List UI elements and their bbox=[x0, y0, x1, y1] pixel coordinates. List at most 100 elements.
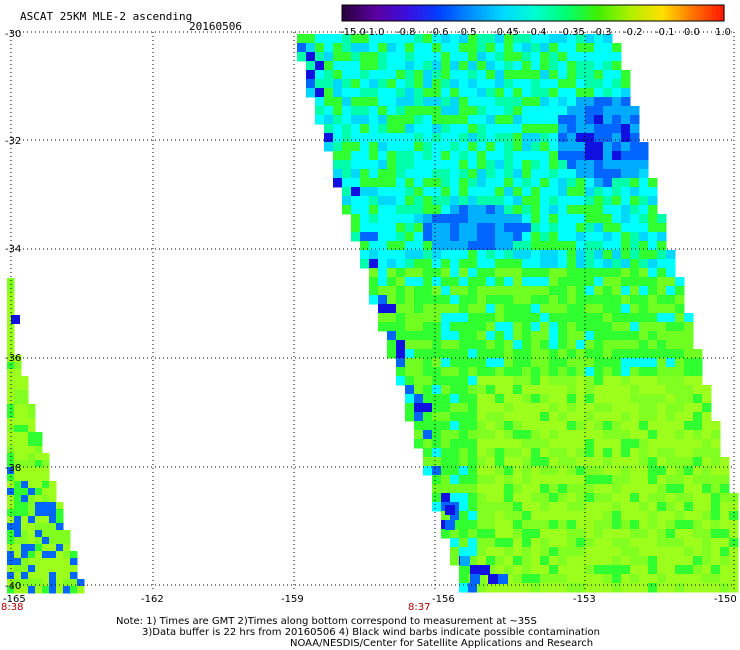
swath-pixel bbox=[558, 124, 568, 134]
swath-pixel bbox=[504, 88, 514, 98]
swath-pixel bbox=[504, 205, 514, 215]
swath-pixel bbox=[477, 70, 487, 80]
swath-pixel bbox=[576, 394, 586, 404]
swath-pixel bbox=[603, 448, 613, 458]
swath-pixel bbox=[639, 475, 649, 485]
swath-pixel bbox=[594, 304, 604, 314]
swath-pixel bbox=[504, 268, 514, 278]
swath-pixel bbox=[540, 241, 550, 251]
swath-pixel bbox=[639, 565, 649, 575]
swath-pixel bbox=[585, 421, 595, 431]
swath-pixel bbox=[7, 572, 15, 580]
swath-pixel bbox=[585, 250, 595, 260]
swath-pixel bbox=[28, 453, 36, 461]
swath-pixel bbox=[576, 106, 586, 116]
swath-pixel bbox=[513, 475, 523, 485]
swath-pixel bbox=[405, 304, 415, 314]
swath-pixel bbox=[522, 412, 532, 422]
swath-pixel bbox=[486, 151, 496, 161]
swath-pixel bbox=[684, 322, 694, 332]
swath-pixel bbox=[477, 88, 487, 98]
swath-pixel bbox=[684, 466, 694, 476]
swath-pixel bbox=[42, 572, 50, 580]
swath-pixel bbox=[675, 421, 685, 431]
swath-pixel bbox=[459, 52, 469, 62]
lon-label: -156 bbox=[432, 594, 455, 605]
swath-pixel bbox=[486, 448, 496, 458]
swath-pixel bbox=[441, 205, 451, 215]
swath-pixel bbox=[666, 304, 676, 314]
swath-pixel bbox=[14, 544, 22, 552]
swath-pixel bbox=[675, 565, 685, 575]
swath-pixel bbox=[621, 223, 631, 233]
swath-pixel bbox=[549, 547, 559, 557]
swath-pixel bbox=[423, 142, 433, 152]
swath-pixel bbox=[414, 124, 424, 134]
swath-pixel bbox=[513, 52, 523, 62]
swath-pixel bbox=[432, 421, 442, 431]
swath-pixel bbox=[531, 466, 541, 476]
swath-pixel bbox=[693, 565, 703, 575]
swath-pixel bbox=[531, 565, 541, 575]
swath-pixel bbox=[693, 538, 703, 548]
swath-pixel bbox=[567, 169, 577, 179]
swath-pixel bbox=[468, 583, 478, 593]
swath-pixel bbox=[639, 241, 649, 251]
swath-pixel bbox=[522, 124, 532, 134]
swath-pixel bbox=[7, 467, 15, 475]
swath-pixel bbox=[639, 187, 649, 197]
colorbar-segment bbox=[688, 5, 693, 21]
swath-pixel bbox=[28, 565, 36, 573]
swath-pixel bbox=[657, 529, 667, 539]
swath-pixel bbox=[720, 466, 730, 476]
swath-pixel bbox=[693, 448, 703, 458]
swath-pixel bbox=[558, 466, 568, 476]
lon-label: -150 bbox=[714, 594, 737, 605]
swath-pixel bbox=[540, 322, 550, 332]
swath-pixel bbox=[639, 484, 649, 494]
swath-pixel bbox=[432, 142, 442, 152]
swath-pixel bbox=[711, 475, 721, 485]
swath-pixel bbox=[495, 178, 505, 188]
swath-pixel bbox=[405, 187, 415, 197]
swath-pixel bbox=[468, 304, 478, 314]
swath-pixel bbox=[513, 106, 523, 116]
swath-pixel bbox=[387, 34, 397, 44]
swath-pixel bbox=[396, 187, 406, 197]
swath-pixel bbox=[558, 457, 568, 467]
swath-pixel bbox=[648, 259, 658, 269]
swath-pixel bbox=[432, 430, 442, 440]
swath-pixel bbox=[35, 467, 43, 475]
swath-pixel bbox=[56, 572, 64, 580]
swath-pixel bbox=[504, 430, 514, 440]
swath-pixel bbox=[450, 322, 460, 332]
swath-pixel bbox=[441, 97, 451, 107]
swath-pixel bbox=[459, 286, 469, 296]
swath-pixel bbox=[684, 358, 694, 368]
colorbar-segment bbox=[397, 5, 403, 21]
swath-pixel bbox=[396, 331, 406, 341]
swath-pixel bbox=[540, 196, 550, 206]
swath-pixel bbox=[477, 160, 487, 170]
swath-pixel bbox=[513, 493, 523, 503]
swath-pixel bbox=[42, 502, 50, 510]
swath-pixel bbox=[14, 537, 22, 545]
swath-pixel bbox=[639, 421, 649, 431]
swath-pixel bbox=[49, 579, 57, 587]
swath-pixel bbox=[558, 421, 568, 431]
swath-pixel bbox=[351, 52, 361, 62]
swath-pixel bbox=[603, 304, 613, 314]
swath-pixel bbox=[657, 313, 667, 323]
swath-pixel bbox=[342, 97, 352, 107]
swath-pixel bbox=[540, 295, 550, 305]
swath-pixel bbox=[648, 556, 658, 566]
swath-pixel bbox=[513, 574, 523, 584]
colorbar-tick-label: -0.1 bbox=[655, 27, 675, 38]
swath-pixel bbox=[432, 160, 442, 170]
swath-pixel bbox=[21, 495, 29, 503]
swath-pixel bbox=[21, 565, 29, 573]
swath-pixel bbox=[594, 439, 604, 449]
swath-pixel bbox=[405, 412, 415, 422]
swath-pixel bbox=[513, 547, 523, 557]
swath-pixel bbox=[639, 160, 649, 170]
